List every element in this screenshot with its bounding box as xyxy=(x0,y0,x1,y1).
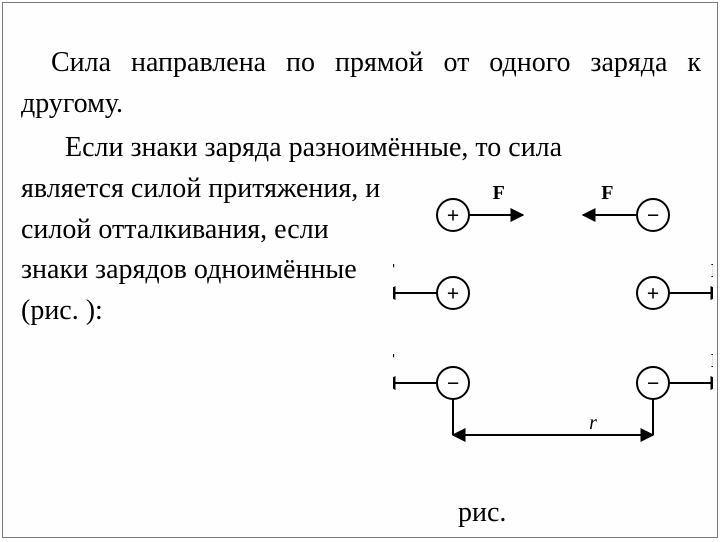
svg-text:+: + xyxy=(647,281,660,306)
svg-text:−: − xyxy=(647,203,660,228)
paragraph-2b: является силой притяжения, и силой оттал… xyxy=(21,169,381,331)
svg-text:F: F xyxy=(711,350,713,372)
force-diagram-svg: + − F F + + F F − − F Fr xyxy=(393,161,713,501)
svg-text:F: F xyxy=(393,350,395,372)
svg-text:r: r xyxy=(589,412,597,434)
page-frame: Сила направлена по прямой от одного заря… xyxy=(2,2,718,538)
figure-caption: рис. xyxy=(458,493,506,534)
svg-text:F: F xyxy=(601,182,613,204)
svg-text:−: − xyxy=(647,371,660,396)
svg-text:F: F xyxy=(493,182,505,204)
svg-text:+: + xyxy=(447,203,460,228)
svg-text:F: F xyxy=(711,260,713,282)
svg-text:+: + xyxy=(447,281,460,306)
svg-text:−: − xyxy=(447,371,460,396)
paragraph-1: Сила направлена по прямой от одного заря… xyxy=(21,43,701,124)
svg-text:F: F xyxy=(393,260,395,282)
force-diagram: + − F F + + F F − − F Fr xyxy=(393,161,713,501)
